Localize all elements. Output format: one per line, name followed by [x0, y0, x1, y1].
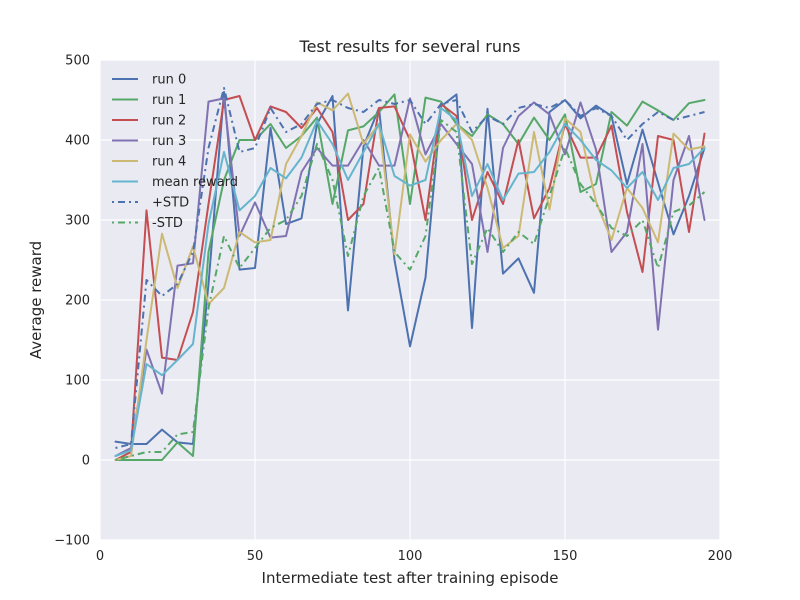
legend-label: run 2 — [152, 114, 186, 129]
legend-label: -STD — [152, 216, 183, 231]
chart-title: Test results for several runs — [299, 37, 521, 56]
y-axis-label: Average reward — [27, 241, 45, 359]
legend-label: run 4 — [152, 155, 186, 170]
series-line-run-3 — [114, 97, 706, 457]
series-line-std — [115, 87, 705, 449]
legend-label: run 0 — [152, 73, 186, 88]
y-tick-label: 400 — [65, 134, 90, 149]
y-tick-label: 200 — [65, 294, 90, 309]
legend-label: run 1 — [152, 93, 186, 108]
x-axis-label: Intermediate test after training episode — [262, 569, 559, 587]
y-tick-label: −100 — [54, 534, 90, 549]
x-tick-label: 50 — [247, 549, 264, 564]
series-line-mean-reward — [114, 107, 706, 457]
series-line-run-4 — [114, 92, 706, 461]
legend-label: mean reward — [152, 175, 238, 190]
x-tick-label: 0 — [96, 549, 104, 564]
series-line-run-0 — [114, 91, 706, 445]
y-tick-label: 500 — [65, 54, 90, 69]
legend-label: run 3 — [152, 134, 186, 149]
legend-label: +STD — [152, 196, 189, 211]
y-tick-label: 0 — [82, 454, 90, 469]
series-group — [114, 87, 706, 461]
tick-labels: 0 50 100 150 200 −100 0 100 200 300 400 500 — [54, 54, 732, 565]
legend: run 0 run 1 run 2 run 3 run 4 mean reward +STD… — [112, 73, 238, 231]
series-line-std — [115, 119, 706, 461]
x-tick-label: 100 — [398, 549, 423, 564]
x-tick-label: 150 — [553, 549, 578, 564]
x-tick-label: 200 — [708, 549, 733, 564]
y-tick-label: 300 — [65, 214, 90, 229]
y-tick-label: 100 — [65, 374, 90, 389]
